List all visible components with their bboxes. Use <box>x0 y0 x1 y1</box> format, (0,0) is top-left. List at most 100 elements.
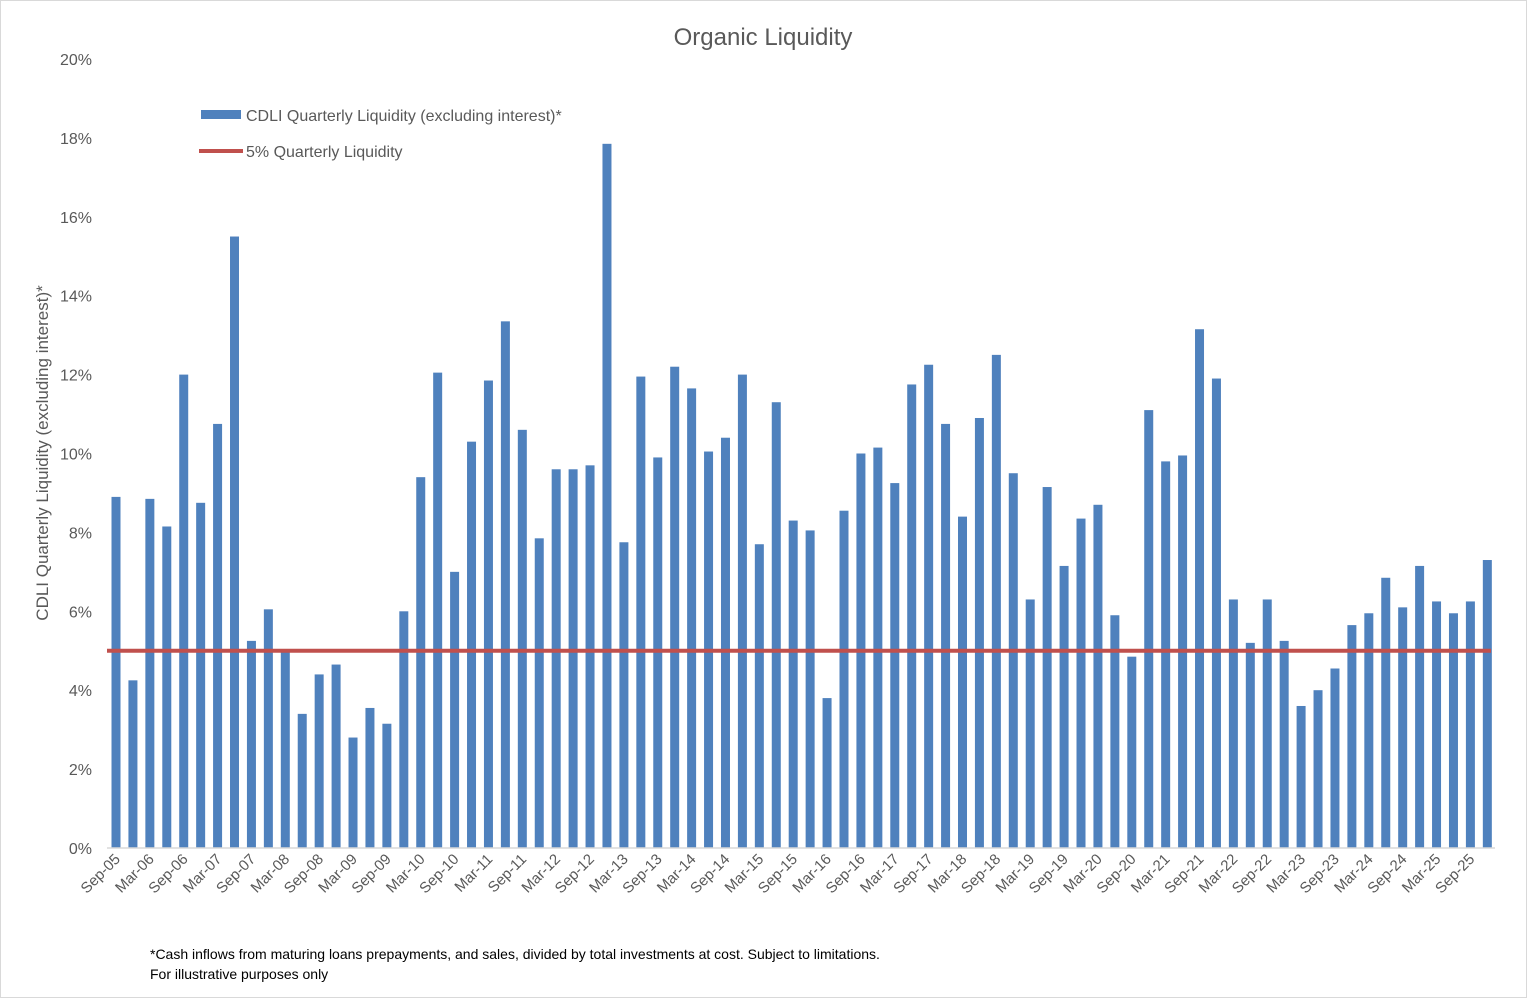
legend-label-line: 5% Quarterly Liquidity <box>246 144 403 161</box>
bar <box>213 423 223 848</box>
bar <box>805 530 815 848</box>
bar-series <box>111 143 1492 848</box>
bar <box>941 423 951 848</box>
legend-swatch-bars <box>201 110 241 119</box>
bar <box>1432 601 1442 848</box>
x-axis-ticks: Sep-05Mar-06Sep-06Mar-07Sep-07Mar-08Sep-… <box>78 851 1479 897</box>
bar <box>890 483 900 848</box>
bar <box>1465 601 1475 848</box>
bar <box>788 520 798 848</box>
bar <box>720 437 730 848</box>
bar <box>1313 690 1323 848</box>
bar <box>1093 504 1103 848</box>
bar <box>687 388 697 848</box>
bar <box>365 707 375 848</box>
bar <box>907 384 917 848</box>
bar <box>1398 607 1408 848</box>
bar <box>280 650 290 848</box>
bar <box>1144 410 1154 848</box>
bar <box>1110 615 1120 848</box>
bar <box>568 469 578 848</box>
bar <box>1025 599 1035 848</box>
bar <box>1262 599 1272 848</box>
bar <box>924 364 934 848</box>
bar <box>399 611 409 848</box>
bar <box>670 366 680 848</box>
y-tick-label: 14% <box>60 289 92 306</box>
bar <box>991 354 1001 848</box>
bar <box>111 496 121 848</box>
bar <box>534 538 544 848</box>
bar <box>517 429 527 848</box>
bar <box>1415 565 1425 848</box>
bar <box>196 502 206 848</box>
footnote-line-2: For illustrative purposes only <box>150 966 329 982</box>
bar <box>1279 640 1289 848</box>
bar <box>179 374 189 848</box>
bar <box>314 674 324 848</box>
bar <box>246 640 256 848</box>
bar <box>382 723 392 848</box>
bar <box>754 544 764 848</box>
bar <box>1059 565 1069 848</box>
y-tick-label: 10% <box>60 447 92 464</box>
bar <box>585 465 595 848</box>
bar <box>467 441 477 848</box>
legend: CDLI Quarterly Liquidity (excluding inte… <box>199 108 562 161</box>
bar <box>1042 487 1052 848</box>
bar <box>1296 705 1306 848</box>
y-axis-label: CDLI Quarterly Liquidity (excluding inte… <box>33 285 52 621</box>
bar <box>1482 560 1492 848</box>
bar <box>1245 642 1255 848</box>
y-tick-label: 16% <box>60 210 92 227</box>
bar <box>450 571 460 848</box>
y-tick-label: 18% <box>60 131 92 148</box>
y-tick-label: 12% <box>60 368 92 385</box>
bar <box>1127 656 1137 848</box>
bar <box>433 372 443 848</box>
bar <box>1364 613 1374 848</box>
legend-label-bars: CDLI Quarterly Liquidity (excluding inte… <box>246 108 562 125</box>
bar <box>1381 577 1391 848</box>
bar <box>1195 329 1205 848</box>
bar <box>483 380 493 848</box>
bar <box>1161 461 1171 848</box>
bar <box>416 477 426 848</box>
bar <box>1211 378 1221 848</box>
bar <box>500 321 510 848</box>
bar <box>230 236 240 848</box>
y-tick-label: 2% <box>69 762 92 779</box>
y-axis-ticks: 0% 2% 4% 6% 8% 10% 12% 14% 16% 18% 20% <box>60 52 92 858</box>
y-tick-label: 6% <box>69 604 92 621</box>
bar <box>162 526 172 848</box>
bar <box>839 510 849 848</box>
bar <box>1008 473 1018 848</box>
bar <box>1330 668 1340 848</box>
bar <box>602 143 612 848</box>
bar <box>1228 599 1238 848</box>
y-tick-label: 0% <box>69 841 92 858</box>
bar <box>331 664 341 848</box>
bar <box>619 542 629 848</box>
footnote-line-1: *Cash inflows from maturing loans prepay… <box>150 946 880 962</box>
bar <box>145 498 155 848</box>
bar <box>1076 518 1086 848</box>
y-tick-label: 8% <box>69 525 92 542</box>
y-tick-label: 4% <box>69 683 92 700</box>
bar <box>551 469 561 848</box>
y-tick-label: 20% <box>60 52 92 69</box>
bar <box>348 737 358 848</box>
bar <box>1448 613 1458 848</box>
bar <box>1347 625 1357 848</box>
chart-title: Organic Liquidity <box>674 24 853 51</box>
bar <box>822 698 832 848</box>
bar <box>263 609 273 848</box>
bar <box>771 402 781 848</box>
bar <box>636 376 646 848</box>
bar <box>297 713 307 848</box>
bar <box>737 374 747 848</box>
bar <box>974 417 984 848</box>
bar <box>128 680 138 848</box>
bar <box>958 516 967 848</box>
